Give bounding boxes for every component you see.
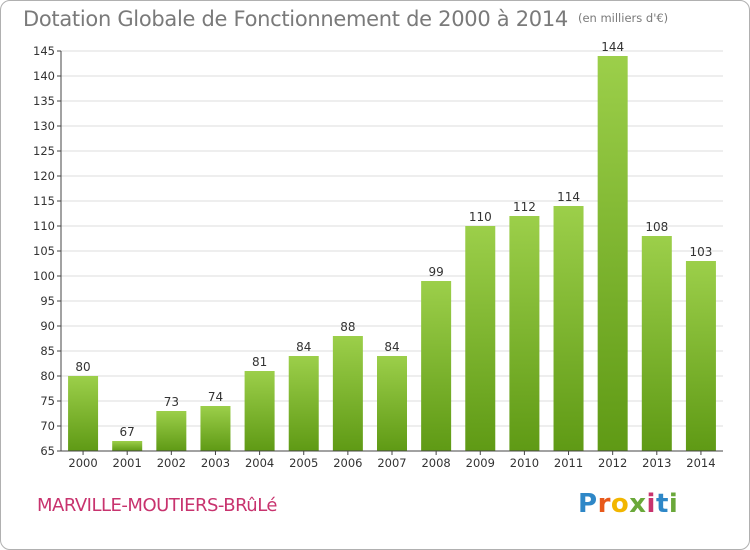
- y-tick-label: 95: [40, 294, 55, 308]
- data-label: 74: [208, 390, 223, 404]
- data-label: 73: [164, 395, 179, 409]
- data-label: 112: [513, 200, 536, 214]
- y-axis-ticks: 65 70 75 80 85 90 95 100 105 110 115 120 125 130 135 14…: [33, 44, 61, 458]
- logo-letter: r: [597, 489, 611, 519]
- data-labels: 80 67 73 74 81 84 88 84 99 110 112 114 144 108 103: [75, 40, 712, 439]
- bar: [465, 226, 496, 451]
- data-label: 80: [75, 360, 90, 374]
- y-tick-label: 100: [33, 269, 55, 283]
- y-tick-label: 135: [33, 94, 55, 108]
- logo-letter: o: [610, 489, 630, 519]
- logo-letter: i: [646, 489, 656, 519]
- bar: [156, 411, 187, 451]
- x-tick-label: 2002: [157, 456, 186, 470]
- x-tick-label: 2009: [466, 456, 495, 470]
- x-tick-label: 2004: [245, 456, 274, 470]
- bar: [332, 336, 363, 451]
- x-tick-label: 2013: [642, 456, 671, 470]
- x-tick-label: 2003: [201, 456, 230, 470]
- y-tick-label: 105: [33, 244, 55, 258]
- y-tick-label: 80: [40, 369, 55, 383]
- x-tick-label: 2005: [289, 456, 318, 470]
- x-tick-label: 2010: [510, 456, 539, 470]
- data-label: 84: [296, 340, 311, 354]
- data-label: 99: [428, 265, 443, 279]
- bar: [421, 281, 452, 451]
- y-tick-label: 125: [33, 144, 55, 158]
- commune-name: MARVILLE-MOUTIERS-BRûLé: [37, 495, 278, 516]
- logo-letter: i: [668, 489, 679, 519]
- bar: [685, 261, 716, 451]
- y-tick-label: 140: [33, 69, 55, 83]
- x-tick-label: 2001: [113, 456, 142, 470]
- bar: [509, 216, 540, 451]
- data-label: 67: [120, 425, 135, 439]
- data-label: 103: [689, 245, 712, 259]
- logo-letter: t: [655, 489, 669, 519]
- bar: [68, 376, 99, 451]
- x-axis-ticks: 2000 2001 2002 2003 2004 2005 2006 2007 2008 2009…: [68, 451, 716, 470]
- bar: [200, 406, 231, 451]
- y-tick-label: 75: [40, 394, 55, 408]
- bar: [597, 56, 628, 451]
- y-tick-label: 120: [33, 169, 55, 183]
- x-tick-label: 2011: [554, 456, 583, 470]
- y-tick-label: 110: [33, 219, 55, 233]
- chart-title: Dotation Globale de Fonctionnement de 20…: [23, 7, 668, 31]
- chart-unit: (en milliers d'€): [577, 11, 669, 25]
- logo-letter: P: [578, 489, 598, 519]
- axes: [60, 51, 723, 452]
- x-tick-label: 2000: [68, 456, 97, 470]
- y-tick-label: 90: [40, 319, 55, 333]
- chart-title-text: Dotation Globale de Fonctionnement de 20…: [23, 7, 568, 31]
- logo-letter: x: [629, 489, 647, 519]
- data-label: 108: [645, 220, 668, 234]
- bar: [244, 371, 275, 451]
- data-label: 84: [384, 340, 399, 354]
- data-label: 144: [601, 40, 624, 54]
- bars: [68, 56, 716, 451]
- data-label: 81: [252, 355, 267, 369]
- bar: [641, 236, 672, 451]
- y-tick-label: 70: [40, 419, 55, 433]
- y-tick-label: 145: [33, 44, 55, 58]
- y-tick-label: 115: [33, 194, 55, 208]
- y-tick-label: 65: [40, 444, 55, 458]
- x-tick-label: 2012: [598, 456, 627, 470]
- bar: [112, 441, 143, 451]
- bar: [553, 206, 584, 451]
- data-label: 114: [557, 190, 580, 204]
- proxiti-logo: Proxiti: [578, 489, 678, 519]
- x-tick-label: 2008: [421, 456, 450, 470]
- y-tick-label: 130: [33, 119, 55, 133]
- x-tick-label: 2014: [686, 456, 715, 470]
- bar: [377, 356, 407, 451]
- bar: [288, 356, 319, 451]
- data-label: 110: [469, 210, 492, 224]
- y-tick-label: 85: [40, 344, 55, 358]
- data-label: 88: [340, 320, 355, 334]
- x-tick-label: 2007: [377, 456, 406, 470]
- x-tick-label: 2006: [333, 456, 362, 470]
